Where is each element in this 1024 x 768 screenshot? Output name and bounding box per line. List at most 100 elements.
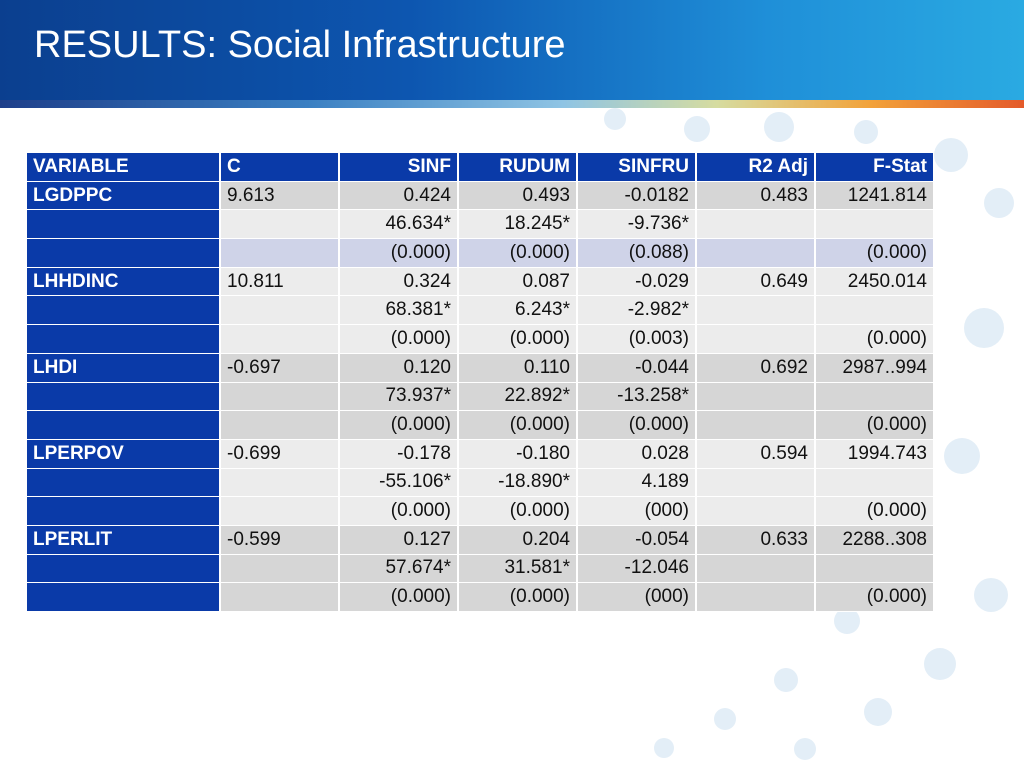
table-cell — [697, 468, 814, 498]
table-cell: 0.028 — [578, 439, 695, 469]
table-cell — [221, 468, 338, 498]
table-cell: (0.000) — [816, 239, 933, 268]
table-row: LHDI -0.697 0.120 0.110 -0.044 0.692 298… — [27, 353, 933, 383]
table-cell: -13.258* — [578, 382, 695, 412]
table-cell — [816, 554, 933, 584]
table-cell: (0.000) — [459, 583, 576, 612]
table-cell: 1994.743 — [816, 439, 933, 469]
table-cell — [221, 325, 338, 354]
table-cell: 10.811 — [221, 267, 338, 297]
table-cell — [697, 239, 814, 268]
table-cell — [697, 411, 814, 440]
table-cell — [697, 296, 814, 326]
table-cell — [221, 210, 338, 240]
table-cell — [816, 210, 933, 240]
table-cell: 0.204 — [459, 525, 576, 555]
table-cell: 6.243* — [459, 296, 576, 326]
table-cell — [27, 382, 219, 412]
table-cell — [697, 382, 814, 412]
table-cell: LGDPPC — [27, 181, 219, 211]
table-cell: 18.245* — [459, 210, 576, 240]
table-row: (0.000) (0.000) (000) (0.000) — [27, 583, 933, 612]
table-cell: 9.613 — [221, 181, 338, 211]
table-cell: -9.736* — [578, 210, 695, 240]
header-cell: C — [221, 153, 338, 182]
table-cell: (0.000) — [340, 239, 457, 268]
table-cell: -0.699 — [221, 439, 338, 469]
table-cell: 0.692 — [697, 353, 814, 383]
table-cell: (0.000) — [459, 239, 576, 268]
table-cell: (0.000) — [340, 411, 457, 440]
header-cell: SINFRU — [578, 153, 695, 182]
table-cell: (0.000) — [340, 497, 457, 526]
table-cell: (0.000) — [459, 325, 576, 354]
table-cell — [221, 497, 338, 526]
table-row: 46.634* 18.245* -9.736* — [27, 210, 933, 240]
table-cell — [697, 583, 814, 612]
table-cell: 57.674* — [340, 554, 457, 584]
table-cell: 31.581* — [459, 554, 576, 584]
table-cell: (0.000) — [459, 411, 576, 440]
table-cell — [221, 382, 338, 412]
table-cell: 0.649 — [697, 267, 814, 297]
table-cell — [221, 411, 338, 440]
table-cell — [697, 554, 814, 584]
table-cell — [816, 382, 933, 412]
table-cell: 22.892* — [459, 382, 576, 412]
table-cell — [697, 497, 814, 526]
table-cell: (0.000) — [816, 325, 933, 354]
table-cell: -0.697 — [221, 353, 338, 383]
table-cell: -0.054 — [578, 525, 695, 555]
table-cell — [221, 239, 338, 268]
table-row: LGDPPC 9.613 0.424 0.493 -0.0182 0.483 1… — [27, 181, 933, 211]
table-cell: (0.000) — [816, 411, 933, 440]
table-cell: -0.0182 — [578, 181, 695, 211]
table-cell: 0.120 — [340, 353, 457, 383]
table-row: LPERLIT -0.599 0.127 0.204 -0.054 0.633 … — [27, 525, 933, 555]
table-cell: -0.029 — [578, 267, 695, 297]
table-cell: 2987..994 — [816, 353, 933, 383]
table-cell — [221, 296, 338, 326]
table-row: (0.000) (0.000) (0.000) (0.000) — [27, 411, 933, 440]
table-row: LPERPOV -0.699 -0.178 -0.180 0.028 0.594… — [27, 439, 933, 469]
table-cell — [697, 325, 814, 354]
table-cell — [27, 554, 219, 584]
table-cell: -0.599 — [221, 525, 338, 555]
table-cell: 73.937* — [340, 382, 457, 412]
table-row: 57.674* 31.581* -12.046 — [27, 554, 933, 584]
table-cell: -0.180 — [459, 439, 576, 469]
table-cell: 4.189 — [578, 468, 695, 498]
table-cell: 0.424 — [340, 181, 457, 211]
header-cell: SINF — [340, 153, 457, 182]
table-cell: (0.003) — [578, 325, 695, 354]
table-cell — [221, 554, 338, 584]
table-cell: -55.106* — [340, 468, 457, 498]
table-cell — [27, 239, 219, 268]
table-cell: LPERPOV — [27, 439, 219, 469]
header-cell: RUDUM — [459, 153, 576, 182]
table-cell: -0.178 — [340, 439, 457, 469]
table-cell: 0.324 — [340, 267, 457, 297]
table-cell: 46.634* — [340, 210, 457, 240]
table-row: 73.937* 22.892* -13.258* — [27, 382, 933, 412]
table-cell: -2.982* — [578, 296, 695, 326]
table-cell: (0.088) — [578, 239, 695, 268]
table-cell — [27, 296, 219, 326]
table-cell: (0.000) — [340, 583, 457, 612]
header-cell: F-Stat — [816, 153, 933, 182]
table-cell: 0.110 — [459, 353, 576, 383]
table-cell: (000) — [578, 497, 695, 526]
table-cell: 0.483 — [697, 181, 814, 211]
table-cell: 2450.014 — [816, 267, 933, 297]
header-cell: R2 Adj — [697, 153, 814, 182]
table-cell: (0.000) — [459, 497, 576, 526]
table-cell: -12.046 — [578, 554, 695, 584]
results-table: VARIABLE C SINF RUDUM SINFRU R2 Adj F-St… — [25, 153, 935, 612]
table-cell: (0.000) — [340, 325, 457, 354]
table-cell — [27, 210, 219, 240]
title-bar: RESULTS: Social Infrastructure — [0, 0, 1024, 100]
table-cell: 1241.814 — [816, 181, 933, 211]
header-row: VARIABLE C SINF RUDUM SINFRU R2 Adj F-St… — [27, 153, 933, 182]
header-cell: VARIABLE — [27, 153, 219, 182]
table-cell: 0.493 — [459, 181, 576, 211]
